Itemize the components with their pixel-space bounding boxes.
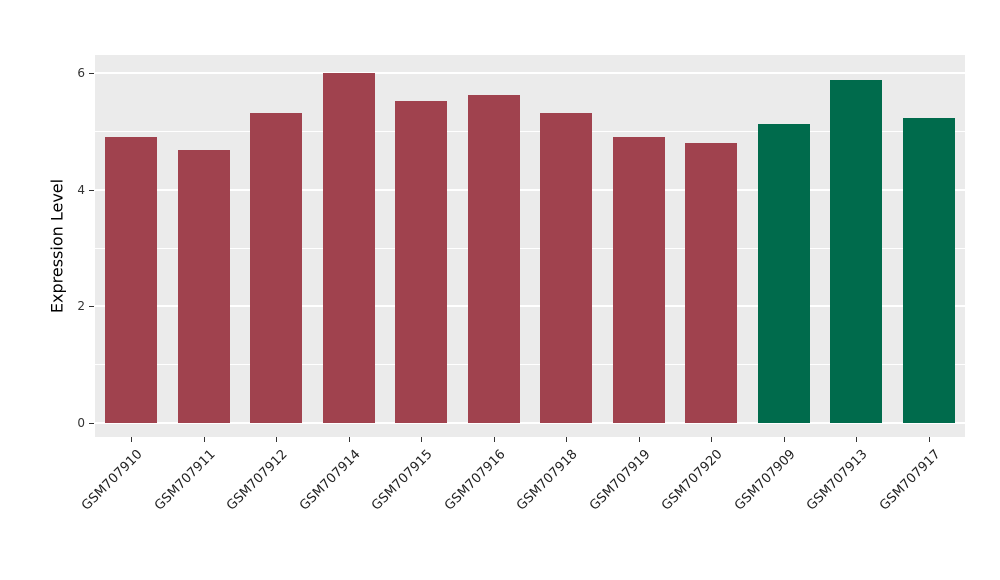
y-axis-tick-label: 0 [77,416,85,430]
y-axis-tick-label: 2 [77,299,85,314]
x-axis-tick-mark [638,437,640,442]
bar-GSM707920 [685,143,738,423]
bar-GSM707914 [322,73,375,423]
x-axis-tick-mark [566,437,568,442]
x-axis-tick-mark [783,437,785,442]
bar-GSM707913 [830,80,883,423]
bar-GSM707910 [105,137,158,423]
y-axis-title: Expression Level [47,178,67,314]
bar-GSM707918 [540,113,593,423]
x-axis-tick-mark [131,437,133,442]
y-axis-tick-label: 4 [77,182,85,197]
y-axis-tick-mark [89,73,94,74]
x-axis-tick-mark [928,437,930,442]
y-axis-tick-mark [89,306,94,308]
x-axis-tick-mark [348,437,350,442]
x-axis-tick-mark [493,437,495,442]
y-axis-tick-mark [89,189,94,191]
x-axis-tick-mark [203,437,205,442]
bar-GSM707911 [177,150,230,423]
major-gridline [95,188,965,191]
minor-gridline [95,247,965,249]
x-axis-tick-mark [856,437,858,442]
major-gridline [95,305,965,308]
y-axis-tick-mark [89,423,94,424]
x-axis-tick-mark [421,437,423,442]
major-gridline [95,422,965,424]
minor-gridline [95,364,965,366]
x-axis-tick-label: GSM707917 [876,447,944,514]
y-axis-tick-label: 6 [77,66,85,80]
bar-GSM707917 [902,117,955,423]
x-axis-tick-mark [711,437,713,442]
bar-GSM707912 [250,113,303,423]
plot-panel [95,55,965,437]
x-axis-tick-mark [276,437,278,442]
bar-GSM707919 [612,137,665,423]
bar-GSM707915 [395,101,448,423]
minor-gridline [95,130,965,132]
major-gridline [95,72,965,74]
bar-GSM707916 [467,95,520,423]
bar-GSM707909 [757,123,810,423]
